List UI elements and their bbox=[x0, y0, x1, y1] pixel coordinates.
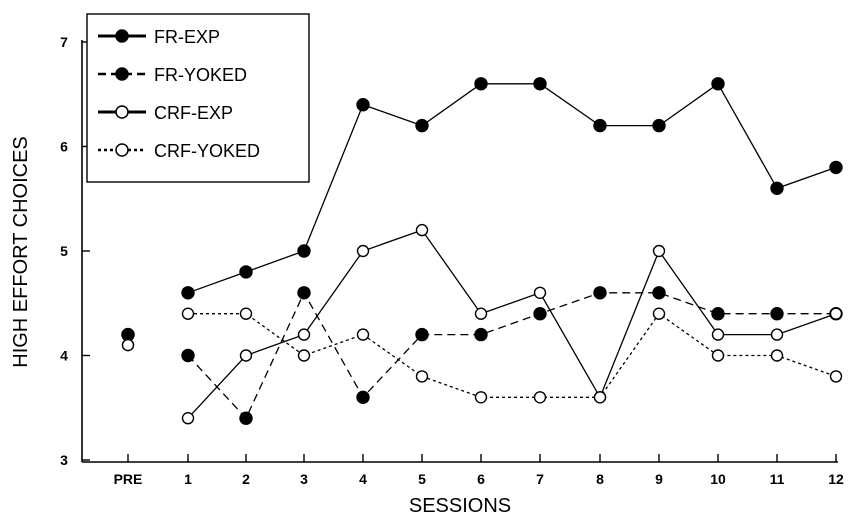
legend-label: FR-EXP bbox=[154, 27, 220, 47]
legend-entry-fr-exp: FR-EXP bbox=[98, 27, 220, 47]
x-tick-label: 9 bbox=[655, 471, 663, 487]
legend-entry-fr-yoked: FR-YOKED bbox=[98, 65, 247, 85]
data-point bbox=[181, 286, 195, 300]
data-point bbox=[711, 349, 725, 362]
legend-label: CRF-YOKED bbox=[154, 141, 260, 161]
data-point bbox=[239, 265, 253, 279]
legend-marker bbox=[115, 105, 129, 119]
data-point bbox=[415, 327, 429, 342]
data-point bbox=[356, 244, 370, 258]
data-point bbox=[297, 328, 311, 341]
x-tick-label: 4 bbox=[359, 471, 367, 487]
data-point bbox=[770, 181, 784, 196]
legend-entry-crf-yoked: CRF-YOKED bbox=[98, 141, 260, 161]
data-point bbox=[770, 307, 784, 321]
y-axis-title: HIGH EFFORT CHOICES bbox=[10, 136, 32, 368]
x-tick-label: 1 bbox=[184, 471, 192, 487]
data-point bbox=[297, 244, 311, 258]
x-tick-label: 10 bbox=[710, 471, 726, 487]
legend: FR-EXP FR-YOKED CRF-EXP CRF-YOKED bbox=[86, 13, 310, 183]
data-point bbox=[181, 348, 195, 363]
data-point bbox=[770, 349, 784, 362]
x-tick-label: 8 bbox=[596, 471, 604, 487]
data-point bbox=[711, 328, 725, 341]
data-point bbox=[121, 338, 135, 352]
data-point bbox=[474, 307, 488, 320]
data-point bbox=[181, 307, 195, 320]
legend-label: CRF-EXP bbox=[154, 103, 233, 123]
x-ticks: PRE 1 2 3 4 5 6 7 8 9 10 11 12 bbox=[114, 454, 844, 487]
data-point bbox=[533, 286, 547, 299]
series-layer bbox=[121, 77, 843, 425]
data-point bbox=[415, 118, 429, 133]
y-tick-label: 5 bbox=[60, 243, 68, 259]
y-tick-label: 4 bbox=[60, 348, 68, 364]
data-point bbox=[711, 77, 725, 91]
y-tick-label: 7 bbox=[60, 34, 68, 50]
data-point bbox=[593, 286, 607, 300]
data-point bbox=[533, 391, 547, 404]
x-tick-label: 7 bbox=[536, 471, 544, 487]
series-crf-yoked bbox=[121, 307, 843, 404]
x-tick-label: 5 bbox=[418, 471, 426, 487]
x-tick-label: 3 bbox=[300, 471, 308, 487]
y-ticks: 3 4 5 6 7 bbox=[60, 34, 90, 468]
data-point bbox=[770, 328, 784, 341]
data-point bbox=[474, 327, 488, 342]
series-line-crf-yoked bbox=[188, 312, 837, 398]
data-point bbox=[356, 328, 370, 341]
data-point bbox=[356, 97, 370, 112]
data-point bbox=[652, 244, 666, 258]
x-tick-label: PRE bbox=[114, 471, 143, 487]
data-point bbox=[652, 307, 666, 320]
data-point bbox=[652, 118, 666, 133]
series-line-crf-exp bbox=[187, 229, 837, 419]
data-point bbox=[181, 412, 195, 425]
x-tick-label: 12 bbox=[828, 471, 844, 487]
y-tick-label: 3 bbox=[60, 452, 68, 468]
series-line-fr-yoked bbox=[187, 291, 836, 420]
data-point bbox=[593, 118, 607, 133]
data-point bbox=[239, 411, 253, 425]
legend-label: FR-YOKED bbox=[154, 65, 247, 85]
data-point bbox=[829, 370, 843, 383]
data-point bbox=[121, 327, 135, 342]
data-point bbox=[593, 391, 607, 404]
data-point bbox=[474, 391, 488, 404]
x-tick-label: 2 bbox=[242, 471, 250, 487]
legend-marker bbox=[115, 143, 129, 157]
series-line-fr-exp bbox=[187, 82, 837, 294]
series-fr-yoked bbox=[121, 286, 843, 425]
data-point bbox=[415, 370, 429, 383]
legend-marker bbox=[115, 29, 129, 43]
x-tick-label: 11 bbox=[770, 471, 785, 487]
data-point bbox=[415, 223, 429, 237]
data-point bbox=[297, 286, 311, 300]
data-point bbox=[829, 160, 843, 175]
data-point bbox=[829, 307, 843, 320]
data-point bbox=[297, 349, 311, 362]
data-point bbox=[533, 307, 547, 321]
data-point bbox=[239, 307, 253, 320]
data-point bbox=[356, 390, 370, 404]
x-tick-label: 6 bbox=[477, 471, 485, 487]
legend-marker bbox=[115, 67, 129, 81]
data-point bbox=[652, 286, 666, 300]
x-axis-title: SESSIONS bbox=[409, 495, 511, 517]
legend-entry-crf-exp: CRF-EXP bbox=[98, 103, 233, 123]
y-tick-label: 6 bbox=[60, 139, 68, 155]
data-point bbox=[533, 77, 547, 91]
data-point bbox=[239, 349, 253, 362]
data-point bbox=[711, 307, 725, 321]
data-point bbox=[474, 77, 488, 91]
